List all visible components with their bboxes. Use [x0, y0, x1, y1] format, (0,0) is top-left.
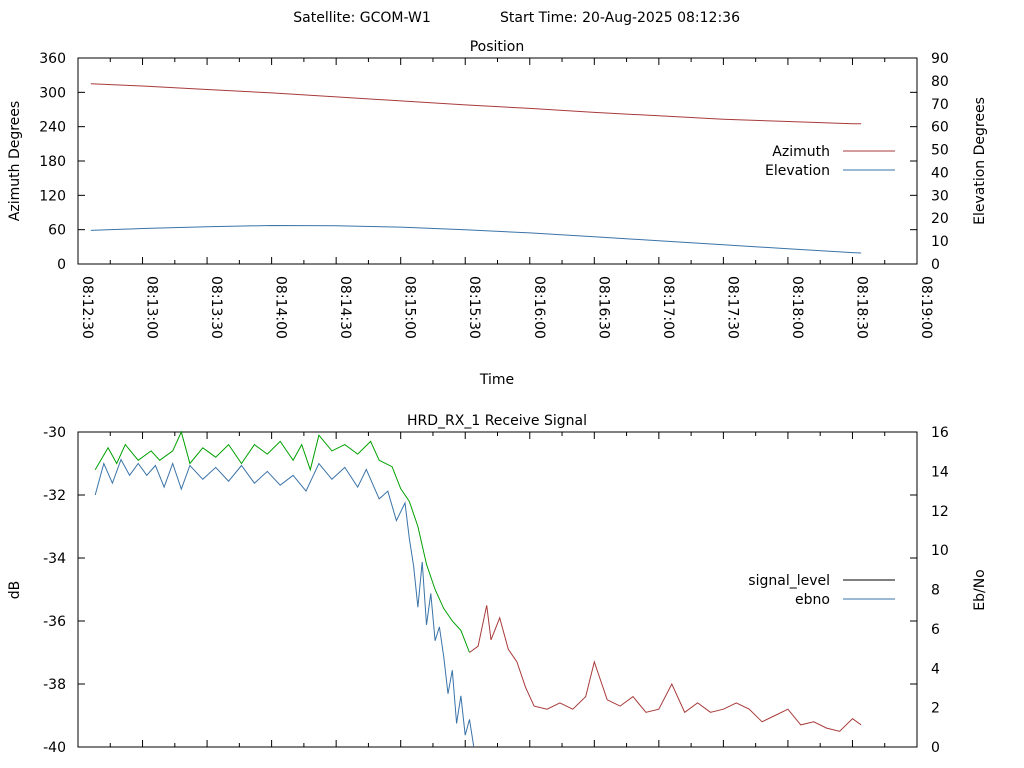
x-tick-label: 08:13:00: [144, 276, 160, 339]
y2-tick-label: 0: [931, 257, 940, 273]
y2-tick-label: 10: [931, 234, 949, 250]
legend-signal-level-label: signal_level: [748, 573, 830, 589]
signal-legend: signal_level ebno: [748, 573, 895, 608]
x-tick-label: 08:14:30: [337, 276, 353, 339]
y-tick-label: 300: [39, 85, 66, 101]
position-x-ticks: 08:12:30 08:13:00 08:13:30 08:14:00 08:14:30…: [77, 58, 934, 339]
x-tick-label: 08:18:30: [853, 276, 869, 339]
y2-tick-label: 70: [931, 97, 949, 113]
position-y2-ticks: 0 10 20 30 40 50 60 70 80 90: [931, 51, 949, 273]
x-tick-label: 08:13:30: [208, 276, 224, 339]
position-chart-title: Position: [470, 39, 525, 55]
y-tick-label: -34: [43, 551, 66, 567]
y-tick-label: 180: [39, 154, 66, 170]
y-tick-label: -40: [43, 740, 66, 756]
x-tick-label: 08:14:00: [273, 276, 289, 339]
position-legend: Azimuth Elevation: [765, 144, 895, 179]
x-tick-label: 08:19:00: [918, 276, 934, 339]
y2-tick-label: 6: [931, 622, 940, 638]
y-tick-label: -32: [43, 488, 66, 504]
signal-series: [94, 430, 862, 748]
start-time-label: Start Time: 20-Aug-2025 08:12:36: [500, 10, 740, 26]
x-tick-label: 08:18:00: [789, 276, 805, 339]
signal-y2-axis-label: Eb/No: [972, 569, 988, 611]
y-tick-label: -36: [43, 614, 66, 630]
x-tick-label: 08:17:30: [724, 276, 740, 339]
y-tick-label: 60: [48, 223, 66, 239]
position-x-axis-label: Time: [479, 372, 514, 388]
position-y-ticks: 0 60 120 180 240 300 360: [39, 51, 917, 273]
y2-tick-label: 80: [931, 74, 949, 90]
series-line-signal-level-high: [94, 430, 470, 653]
y-tick-label: -38: [43, 677, 66, 693]
x-tick-label: 08:17:00: [660, 276, 676, 339]
y-tick-label: 120: [39, 188, 66, 204]
y-tick-label: 360: [39, 51, 66, 67]
satellite-label: Satellite: GCOM-W1: [293, 10, 430, 26]
y2-tick-label: 14: [931, 464, 949, 480]
position-y-axis-label: Azimuth Degrees: [7, 101, 23, 221]
signal-x-ticks: [77, 432, 918, 747]
signal-y-ticks: -40 -38 -36 -34 -32 -30: [43, 425, 917, 756]
y2-tick-label: 2: [931, 701, 940, 717]
y2-tick-label: 10: [931, 543, 949, 559]
y2-tick-label: 50: [931, 143, 949, 159]
x-tick-label: 08:15:30: [466, 276, 482, 339]
x-tick-label: 08:12:30: [79, 276, 95, 339]
y-tick-label: -30: [43, 425, 66, 441]
y2-tick-label: 90: [931, 51, 949, 67]
position-chart: Position Azimuth Degrees Elevation Degre…: [7, 39, 988, 388]
y2-tick-label: 4: [931, 661, 940, 677]
signal-plot-frame: [77, 431, 918, 748]
signal-chart-title: HRD_RX_1 Receive Signal: [407, 413, 587, 429]
x-tick-label: 08:16:30: [595, 276, 611, 339]
y2-tick-label: 16: [931, 425, 949, 441]
x-tick-label: 08:15:00: [402, 276, 418, 339]
series-line-azimuth: [90, 83, 862, 125]
y2-tick-label: 60: [931, 120, 949, 136]
series-line-ebno: [94, 458, 475, 748]
x-tick-label: 08:16:00: [531, 276, 547, 339]
position-y2-axis-label: Elevation Degrees: [972, 97, 988, 225]
series-line-signal-level-low: [469, 605, 862, 732]
y2-tick-label: 12: [931, 504, 949, 520]
y2-tick-label: 20: [931, 211, 949, 227]
legend-elevation-label: Elevation: [765, 163, 830, 179]
y2-tick-label: 30: [931, 188, 949, 204]
legend-ebno-label: ebno: [795, 592, 830, 608]
signal-chart: HRD_RX_1 Receive Signal dB Eb/No -40-38-…: [7, 413, 988, 756]
series-line-elevation: [90, 224, 862, 254]
y2-tick-label: 8: [931, 583, 940, 599]
legend-azimuth-label: Azimuth: [772, 144, 830, 160]
signal-y2-ticks: 0 2 4 6 8 10 12 14 16: [931, 425, 949, 756]
y2-tick-label: 0: [931, 740, 940, 756]
signal-y-axis-label: dB: [7, 581, 23, 600]
y2-tick-label: 40: [931, 165, 949, 181]
y-tick-label: 240: [39, 120, 66, 136]
position-series: [90, 83, 862, 254]
y-tick-label: 0: [57, 257, 66, 273]
